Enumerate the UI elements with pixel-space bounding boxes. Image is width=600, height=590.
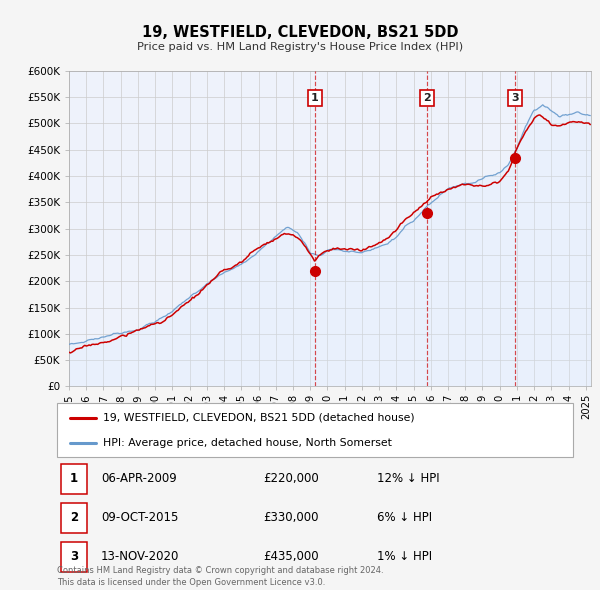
FancyBboxPatch shape: [57, 403, 573, 457]
FancyBboxPatch shape: [61, 464, 87, 494]
Text: 6% ↓ HPI: 6% ↓ HPI: [377, 511, 432, 524]
Text: 3: 3: [70, 550, 78, 563]
Text: 1% ↓ HPI: 1% ↓ HPI: [377, 550, 432, 563]
Text: 2: 2: [70, 511, 78, 524]
Text: 12% ↓ HPI: 12% ↓ HPI: [377, 472, 440, 485]
Text: 3: 3: [511, 93, 518, 103]
Text: 13-NOV-2020: 13-NOV-2020: [101, 550, 179, 563]
Text: 09-OCT-2015: 09-OCT-2015: [101, 511, 178, 524]
Text: 1: 1: [70, 472, 78, 485]
Text: £220,000: £220,000: [263, 472, 319, 485]
Text: 06-APR-2009: 06-APR-2009: [101, 472, 176, 485]
Text: 1: 1: [311, 93, 319, 103]
Text: HPI: Average price, detached house, North Somerset: HPI: Average price, detached house, Nort…: [103, 438, 392, 448]
Text: £435,000: £435,000: [263, 550, 319, 563]
Text: Contains HM Land Registry data © Crown copyright and database right 2024.
This d: Contains HM Land Registry data © Crown c…: [57, 566, 383, 587]
Text: 19, WESTFIELD, CLEVEDON, BS21 5DD: 19, WESTFIELD, CLEVEDON, BS21 5DD: [142, 25, 458, 40]
Text: Price paid vs. HM Land Registry's House Price Index (HPI): Price paid vs. HM Land Registry's House …: [137, 42, 463, 51]
Text: 2: 2: [423, 93, 431, 103]
FancyBboxPatch shape: [61, 503, 87, 533]
Text: £330,000: £330,000: [263, 511, 319, 524]
Text: 19, WESTFIELD, CLEVEDON, BS21 5DD (detached house): 19, WESTFIELD, CLEVEDON, BS21 5DD (detac…: [103, 412, 415, 422]
FancyBboxPatch shape: [61, 542, 87, 572]
